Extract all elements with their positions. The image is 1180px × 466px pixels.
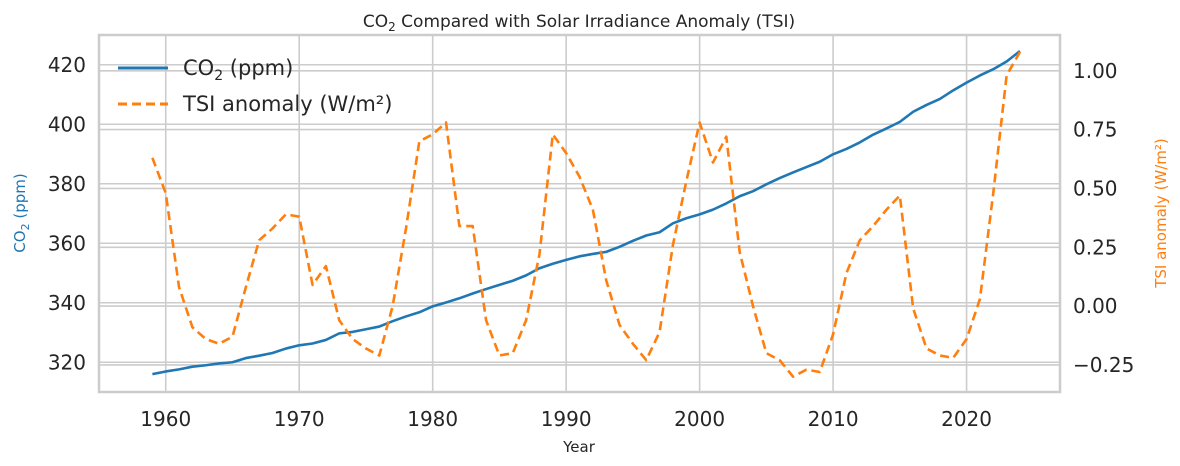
x-tick-label: 2000 [674, 407, 725, 431]
plot-area [99, 35, 1060, 392]
y-right-tick-label: 0.00 [1073, 294, 1118, 318]
y-right-tick-label: 0.25 [1073, 235, 1118, 259]
y-left-tick-label: 400 [48, 112, 86, 136]
y-right-tick-label: 0.75 [1073, 118, 1118, 142]
grid-layer [99, 35, 1060, 392]
y-left-tick-label: 380 [48, 172, 86, 196]
x-tick-label: 2020 [941, 407, 992, 431]
x-axis-label: Year [562, 438, 596, 456]
x-tick-label: 1970 [274, 407, 325, 431]
y-left-tick-label: 340 [48, 291, 86, 315]
tick-layer: 1960 1970 1980 1990 2000 2010 2020 320 340 360 380… [48, 53, 1134, 431]
chart-title: CO2 Compared with Solar Irradiance Anoma… [363, 12, 795, 34]
x-tick-label: 1990 [541, 407, 592, 431]
legend-label-tsi: TSI anomaly (W/m²) [182, 92, 392, 116]
y-left-tick-label: 320 [48, 350, 86, 374]
series-layer [151, 50, 1022, 379]
x-tick-label: 2010 [808, 407, 859, 431]
y-axis-left-label: CO2 (ppm) [11, 173, 32, 252]
y-left-tick-label: 360 [48, 231, 86, 255]
plot-frame [97, 33, 1062, 394]
y-right-tick-label: 0.50 [1073, 176, 1118, 200]
legend: CO2 (ppm) TSI anomaly (W/m²) [118, 56, 392, 116]
series-line-tsi [151, 51, 1022, 379]
y-axis-right-label: TSI anomaly (W/m²) [1152, 138, 1170, 289]
legend-label-co2: CO2 (ppm) [183, 56, 293, 84]
y-right-tick-label: 1.00 [1073, 59, 1118, 83]
x-tick-label: 1960 [140, 407, 191, 431]
series-line-co2 [152, 50, 1021, 376]
x-tick-label: 1980 [407, 407, 458, 431]
y-left-tick-label: 420 [48, 53, 86, 77]
y-right-tick-label: −0.25 [1073, 353, 1134, 377]
